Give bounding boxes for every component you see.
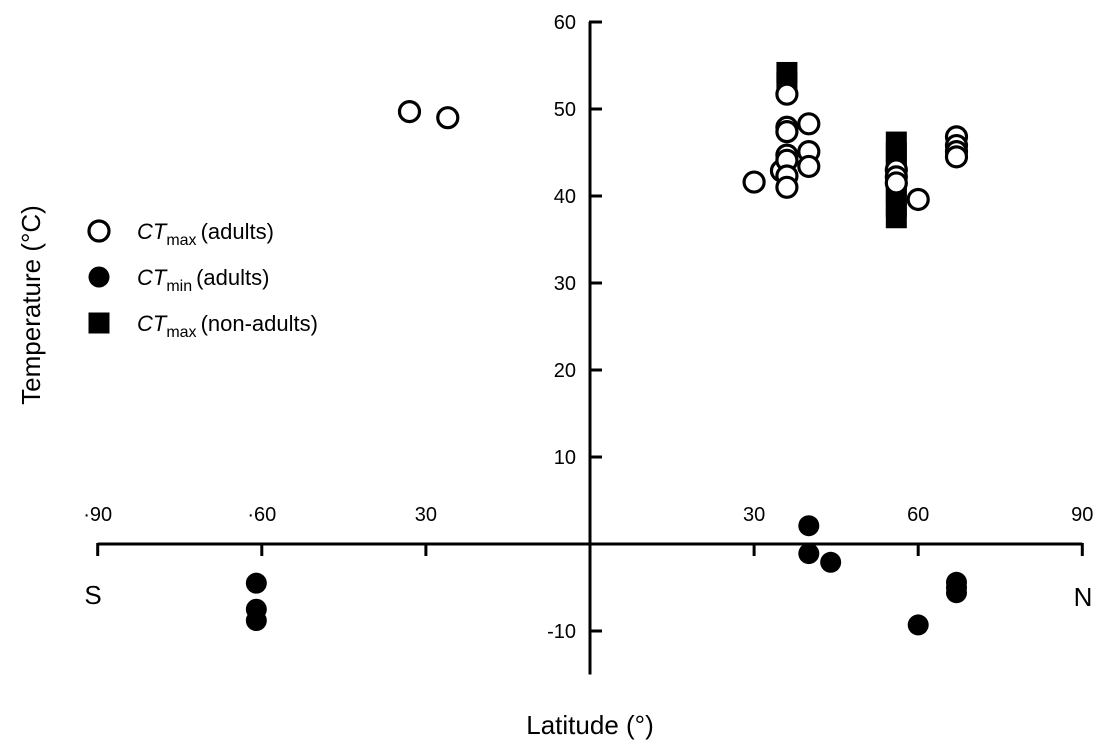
x-tick-label: ·90	[83, 504, 112, 526]
labels-layer: Latitude (°) Temperature (°C) S N	[16, 205, 1092, 740]
legend-label-main: CT	[137, 219, 168, 244]
legend-label-sub: max	[166, 324, 196, 341]
ctmax-adult-point	[884, 171, 908, 195]
y-tick-label: 20	[554, 360, 576, 382]
legend-label-rest: (adults)	[201, 219, 274, 244]
legend-label-rest: (adults)	[196, 265, 269, 290]
x-tick-label: ·60	[247, 504, 276, 526]
legend-label-sub: max	[166, 232, 196, 249]
y-tick-label: 60	[554, 12, 576, 34]
y-tick-label: 50	[554, 99, 576, 121]
legend-label: CTmin (adults)	[137, 265, 269, 295]
ctmax-adult-point	[944, 145, 969, 169]
ctmax-adult-point	[775, 175, 799, 199]
y-tick-label: 40	[554, 186, 576, 208]
y-tick-label: -10	[547, 621, 576, 643]
legend-item-ctmax-adults: CTmax (adults)	[87, 219, 274, 249]
ctmax-adult-point	[797, 112, 821, 136]
x-tick-label: 30	[415, 504, 437, 526]
legend-marker	[88, 312, 110, 334]
x-tick-label: 90	[1071, 504, 1093, 526]
ctmax-adult-point	[436, 106, 460, 130]
ctmax-adult-point	[742, 170, 766, 194]
legend-label-main: CT	[137, 311, 168, 336]
x-tick-label: 60	[907, 504, 929, 526]
south-label: S	[84, 580, 101, 610]
points-layer	[245, 61, 969, 636]
ctmin-adult-point	[907, 614, 929, 636]
legend-marker	[88, 266, 110, 288]
axes-layer	[97, 22, 1083, 675]
y-axis-title: Temperature (°C)	[16, 205, 46, 405]
x-tick-label: 30	[743, 504, 765, 526]
ctmax-nonadult-point	[885, 207, 907, 229]
legend-label-main: CT	[137, 265, 168, 290]
ctmin-adult-point	[798, 515, 820, 537]
y-tick-label: 30	[554, 273, 576, 295]
legend: CTmax (adults)CTmin (adults)CTmax (non-adul…	[87, 219, 318, 341]
ctmax-adult-point	[775, 120, 799, 144]
ctmin-adult-point	[245, 610, 267, 632]
legend-label-rest: (non-adults)	[201, 311, 318, 336]
ctmin-adult-point	[945, 582, 967, 604]
legend-label: CTmax (non-adults)	[137, 311, 318, 341]
legend-marker	[87, 219, 111, 243]
legend-label: CTmax (adults)	[137, 219, 274, 249]
x-axis-title: Latitude (°)	[526, 710, 653, 740]
ctmax-adult-point	[797, 154, 821, 179]
legend-label-sub: min	[166, 278, 192, 295]
ctmax-adult-point	[397, 100, 422, 124]
ctmin-adult-point	[798, 543, 820, 565]
y-tick-label: 10	[554, 447, 576, 469]
ctmax-adult-point	[906, 187, 930, 212]
legend-item-ctmin-adults: CTmin (adults)	[88, 265, 269, 295]
legend-item-ctmax-nonadults: CTmax (non-adults)	[88, 311, 318, 341]
ticks-layer: ·90 ·60 30 30 60 90 -10 10 20 30 40 50 60	[83, 12, 1093, 643]
ctmax-adult-point	[775, 82, 799, 106]
ctmin-adult-point	[820, 551, 842, 573]
ctmin-adult-point	[245, 572, 267, 594]
north-label: N	[1074, 582, 1093, 612]
